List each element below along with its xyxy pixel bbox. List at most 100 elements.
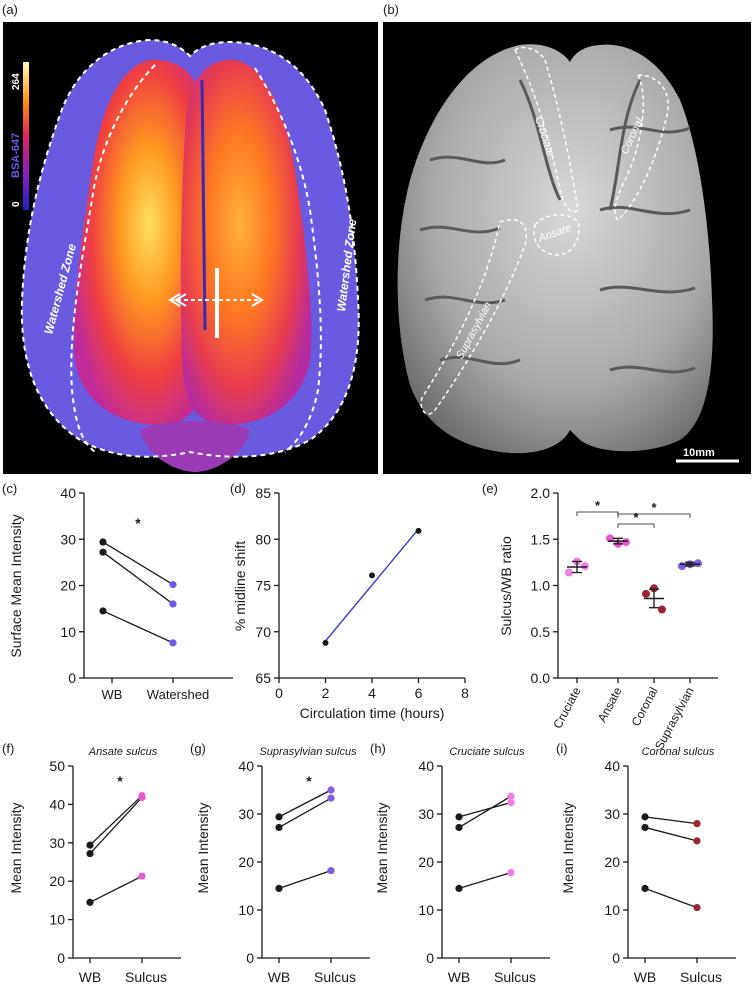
d-fit-line [324, 528, 420, 642]
f-y-tick-label: 0 [57, 950, 65, 966]
i-point-sulcus [693, 904, 701, 912]
i-y-tick-label: 30 [604, 806, 620, 822]
f-y-tick-label: 40 [49, 796, 65, 812]
outer-outline [20, 38, 360, 458]
c-y-tick-label: 10 [60, 624, 76, 640]
arrowhead-right-icon [251, 293, 264, 307]
i-point-wb [641, 884, 649, 893]
d-point [369, 572, 375, 579]
h-pair-line [458, 871, 512, 890]
c-significance-star: * [135, 515, 141, 531]
g-pair-line [278, 870, 332, 890]
panel-g-tag: (g) [190, 741, 206, 756]
e-y-tick-label: 1.5 [531, 531, 551, 547]
h-x-tick-label: WB [448, 969, 471, 985]
arrowhead-left-icon [168, 293, 187, 307]
f-chart: 0 10 20 30 40 50 WB Sulcus * [49, 758, 181, 985]
f-y-axis-label: Mean Intensity [8, 802, 24, 893]
c-point-watershed [169, 600, 177, 608]
d-marks [322, 527, 422, 646]
f-point-wb [86, 898, 94, 906]
c-y-tick-label: 40 [60, 485, 76, 501]
f-pair-line [89, 797, 143, 854]
f-y-tick-label: 10 [49, 912, 65, 928]
i-chart: 0 10 20 30 40 WB Sulcus [604, 758, 736, 985]
panel-d: (d) 65 70 75 80 85 0 2 4 6 8 % midline shift Circ… [230, 481, 469, 721]
h-y-tick-label: 20 [418, 854, 434, 870]
d-point [415, 527, 422, 534]
g-pair-line [278, 789, 332, 818]
panel-b: (b) Cruciate Coronal Ansate Suprasylvian… [383, 2, 751, 474]
d-y-tick-label: 80 [255, 531, 271, 547]
g-point-sulcus [327, 786, 335, 794]
i-y-tick-label: 10 [604, 902, 620, 918]
panel-a-tag: (a) [2, 2, 18, 17]
d-point [322, 639, 329, 646]
midline-fissure [200, 79, 207, 331]
h-point-wb [455, 884, 463, 893]
f-title: Ansate sulcus [88, 746, 158, 758]
f-x-tick-label: WB [79, 969, 102, 985]
e-point-suprasylvian [678, 562, 686, 571]
d-ticks: 65 70 75 80 85 0 2 4 6 8 [255, 485, 469, 701]
g-chart: 0 10 20 30 40 WB Sulcus * [238, 758, 370, 985]
c-pair-line [102, 541, 174, 586]
g-point-wb [275, 884, 283, 893]
e-point-coronal [650, 584, 658, 593]
c-x-tick-watershed: Watershed [147, 687, 209, 702]
h-chart: 0 10 20 30 40 WB Sulcus [418, 758, 550, 985]
i-point-sulcus [693, 820, 701, 828]
i-y-tick-label: 40 [604, 758, 620, 774]
c-y-tick-label: 30 [60, 531, 76, 547]
f-pair-line [89, 795, 143, 846]
d-x-tick-label: 0 [275, 685, 283, 701]
i-y-axis-label: Mean Intensity [560, 802, 576, 893]
d-x-tick-label: 2 [322, 685, 330, 701]
c-point-watershed [169, 639, 177, 647]
g-y-tick-label: 0 [246, 950, 254, 966]
e-x-tick-label: Cruciate [550, 685, 583, 731]
f-x-tick-label: Sulcus [125, 969, 167, 985]
h-y-axis-label: Mean Intensity [374, 802, 390, 893]
h-point-wb [455, 813, 463, 821]
brain-fluorescence-right-core [180, 59, 312, 425]
gyri-texture [419, 79, 696, 374]
g-point-sulcus [327, 867, 335, 875]
g-significance-star: * [306, 773, 312, 789]
d-x-tick-label: 6 [415, 685, 423, 701]
panel-a: (a) Watershed Zone Watershed Zone BSA-64… [2, 2, 378, 474]
e-point-coronal [658, 605, 666, 614]
d-y-tick-label: 85 [255, 485, 271, 501]
e-point-suprasylvian [694, 559, 702, 568]
h-title: Cruciate sulcus [449, 746, 525, 758]
c-y-tick-label: 20 [60, 578, 76, 594]
h-point-sulcus [507, 792, 515, 800]
h-point-sulcus [507, 798, 515, 807]
cruciate-outline [514, 47, 579, 213]
panel-d-tag: (d) [230, 481, 246, 496]
f-pair-line [89, 875, 143, 903]
h-pair-line [458, 795, 512, 828]
brain-fluorescence-left-core [73, 59, 211, 425]
h-y-tick-label: 10 [418, 902, 434, 918]
panel-b-tag: (b) [383, 2, 399, 17]
panel-f-tag: (f) [2, 741, 14, 756]
g-y-tick-label: 40 [238, 758, 254, 774]
panel-i-tag: (i) [556, 741, 568, 756]
e-y-axis-label: Sulcus/WB ratio [498, 536, 514, 636]
g-y-axis-label: Mean Intensity [195, 802, 211, 893]
i-pair-line [644, 816, 698, 825]
i-x-tick-label: WB [634, 969, 657, 985]
panel-c-tag: (c) [2, 481, 17, 496]
g-y-tick-label: 30 [238, 806, 254, 822]
panel-h-tag: (h) [370, 741, 386, 756]
f-point-wb [86, 841, 94, 849]
coronal-outline [614, 74, 669, 221]
g-point-wb [275, 823, 283, 832]
i-title: Coronal sulcus [642, 746, 715, 758]
e-point-coronal [642, 589, 650, 598]
colorbar-label: BSA-647 [10, 133, 22, 178]
colorbar-min: 0 [11, 201, 22, 207]
f-point-wb [86, 849, 94, 858]
